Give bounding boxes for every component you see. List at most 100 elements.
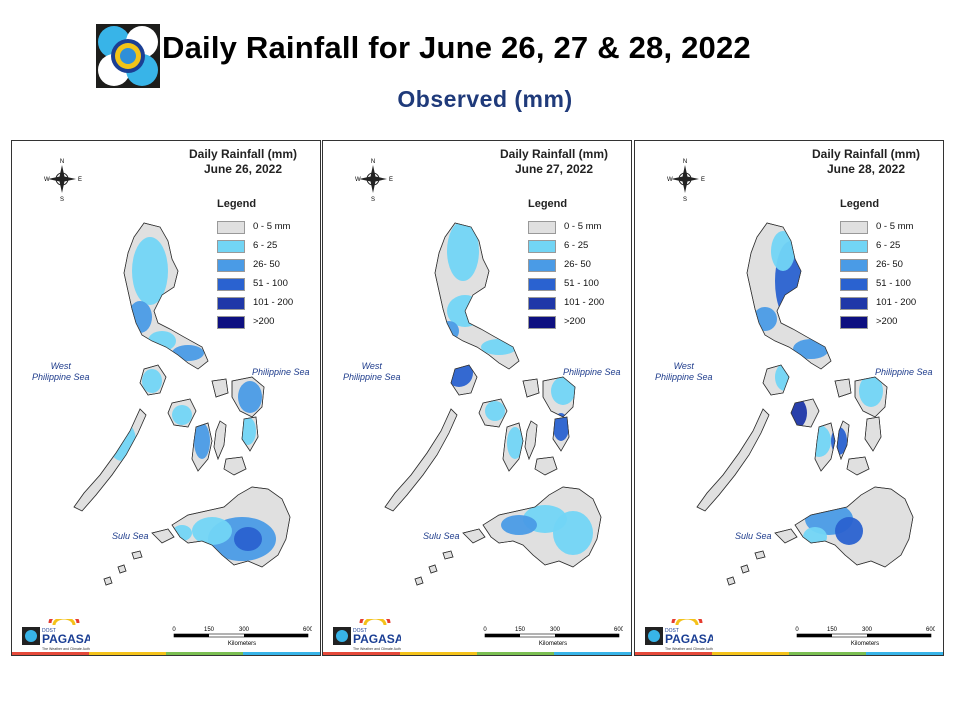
legend-swatch xyxy=(217,278,245,291)
island-outline xyxy=(231,376,265,418)
rainfall-area xyxy=(551,377,575,405)
scale-unit: Kilometers xyxy=(539,641,567,647)
island-outline xyxy=(552,416,570,452)
island-outline xyxy=(794,486,914,568)
island-outline xyxy=(123,222,209,370)
legend-label: 51 - 100 xyxy=(564,278,599,289)
scale-unit: Kilometers xyxy=(228,641,256,647)
compass-e: E xyxy=(389,177,393,183)
rainfall-area xyxy=(485,401,505,421)
legend-label: 0 - 5 mm xyxy=(253,221,291,232)
legend-label: >200 xyxy=(564,316,586,327)
island-outline xyxy=(502,422,524,472)
island-outline xyxy=(834,378,852,398)
island-outline xyxy=(103,576,113,586)
pagasa-logo xyxy=(96,24,160,88)
rainfall-area xyxy=(172,345,204,361)
compass-w: W xyxy=(667,177,673,183)
legend-swatch xyxy=(528,316,556,329)
scale-unit: Kilometers xyxy=(851,641,879,647)
legend-swatch xyxy=(840,316,868,329)
island-region xyxy=(696,408,770,512)
rainfall-area xyxy=(793,339,829,359)
island-outline xyxy=(414,576,424,586)
compass-n: N xyxy=(371,159,375,165)
sea-label-west: West Philippine Sea xyxy=(32,361,90,382)
map-panel-1: Daily Rainfall (mm) June 26, 2022 N S W E Leg… xyxy=(11,140,321,656)
scale-bar: 0 150 300 600 Kilometers xyxy=(483,623,624,653)
legend-swatch xyxy=(217,259,245,272)
sea-label-east: Philippine Sea xyxy=(875,367,933,377)
agency-name: PAGASA xyxy=(42,632,90,646)
legend-swatch xyxy=(840,240,868,253)
legend-swatch xyxy=(217,240,245,253)
island-outline xyxy=(790,398,820,428)
scale-tick: 300 xyxy=(550,627,561,633)
scale-tick: 0 xyxy=(795,627,799,633)
island-outline xyxy=(213,420,227,460)
compass-rose-icon: N S W E xyxy=(353,157,393,203)
island-outline xyxy=(854,376,888,418)
legend-label: 6 - 25 xyxy=(876,240,901,251)
legend-label: 51 - 100 xyxy=(876,278,911,289)
legend-label: 6 - 25 xyxy=(564,240,589,251)
rainfall-area xyxy=(238,381,262,413)
rainfall-area xyxy=(172,405,192,425)
island-outline xyxy=(542,376,576,418)
legend-swatch xyxy=(840,278,868,291)
island-outline xyxy=(746,222,832,370)
sea-label-east: Philippine Sea xyxy=(563,367,621,377)
compass-s: S xyxy=(683,197,687,203)
compass-n: N xyxy=(60,159,64,165)
island-outline xyxy=(117,564,127,574)
island-outline xyxy=(384,408,458,512)
island-outline xyxy=(428,564,438,574)
rainfall-area xyxy=(859,375,883,407)
island-outline xyxy=(167,398,197,428)
legend-label: >200 xyxy=(876,316,898,327)
legend-label: 6 - 25 xyxy=(253,240,278,251)
scale-tick: 300 xyxy=(862,627,873,633)
island-outline xyxy=(774,528,798,544)
philippines-map-jun27 xyxy=(384,222,602,586)
island-outline xyxy=(836,420,850,460)
agency-prefix: DOST xyxy=(42,628,56,634)
island-outline xyxy=(191,422,213,472)
maps-container: Daily Rainfall (mm) June 26, 2022 N S W E Leg… xyxy=(11,140,947,656)
island-outline xyxy=(223,456,247,476)
rainfall-area xyxy=(234,527,262,551)
sea-label-west: West Philippine Sea xyxy=(655,361,713,382)
compass-e: E xyxy=(701,177,705,183)
page-title: Daily Rainfall for June 26, 27 & 28, 202… xyxy=(162,30,751,65)
map-title: Daily Rainfall (mm) June 27, 2022 xyxy=(499,147,609,176)
sea-label-sulu: Sulu Sea xyxy=(423,531,460,541)
rainfall-area xyxy=(439,321,459,341)
legend-label: 101 - 200 xyxy=(253,297,294,308)
map-title: Daily Rainfall (mm) June 26, 2022 xyxy=(188,147,298,176)
island-region xyxy=(73,408,147,512)
island-region xyxy=(117,564,127,574)
map-panel-2: Daily Rainfall (mm) June 27, 2022 N S W E Leg… xyxy=(322,140,632,656)
compass-rose-icon: N S W E xyxy=(42,157,82,203)
map-title: Daily Rainfall (mm) June 28, 2022 xyxy=(811,147,921,176)
island-outline xyxy=(434,222,520,370)
legend-label: 101 - 200 xyxy=(876,297,917,308)
agency-prefix: DOST xyxy=(665,628,679,634)
agency-tagline: The Weather and Climate Authority xyxy=(353,647,401,651)
legend-swatch xyxy=(217,221,245,234)
island-outline xyxy=(534,456,558,476)
rainfall-area xyxy=(553,413,569,441)
rainfall-area xyxy=(240,417,256,445)
island-outline xyxy=(814,422,836,472)
agency-tagline: The Weather and Climate Authority xyxy=(42,647,90,651)
map-panel-3: Daily Rainfall (mm) June 28, 2022 N S W E Leg… xyxy=(634,140,944,656)
island-outline xyxy=(524,420,538,460)
compass-s: S xyxy=(371,197,375,203)
agency-tagline: The Weather and Climate Authority xyxy=(665,647,713,651)
island-region xyxy=(726,576,736,586)
island-outline xyxy=(696,408,770,512)
legend-label: 101 - 200 xyxy=(564,297,605,308)
